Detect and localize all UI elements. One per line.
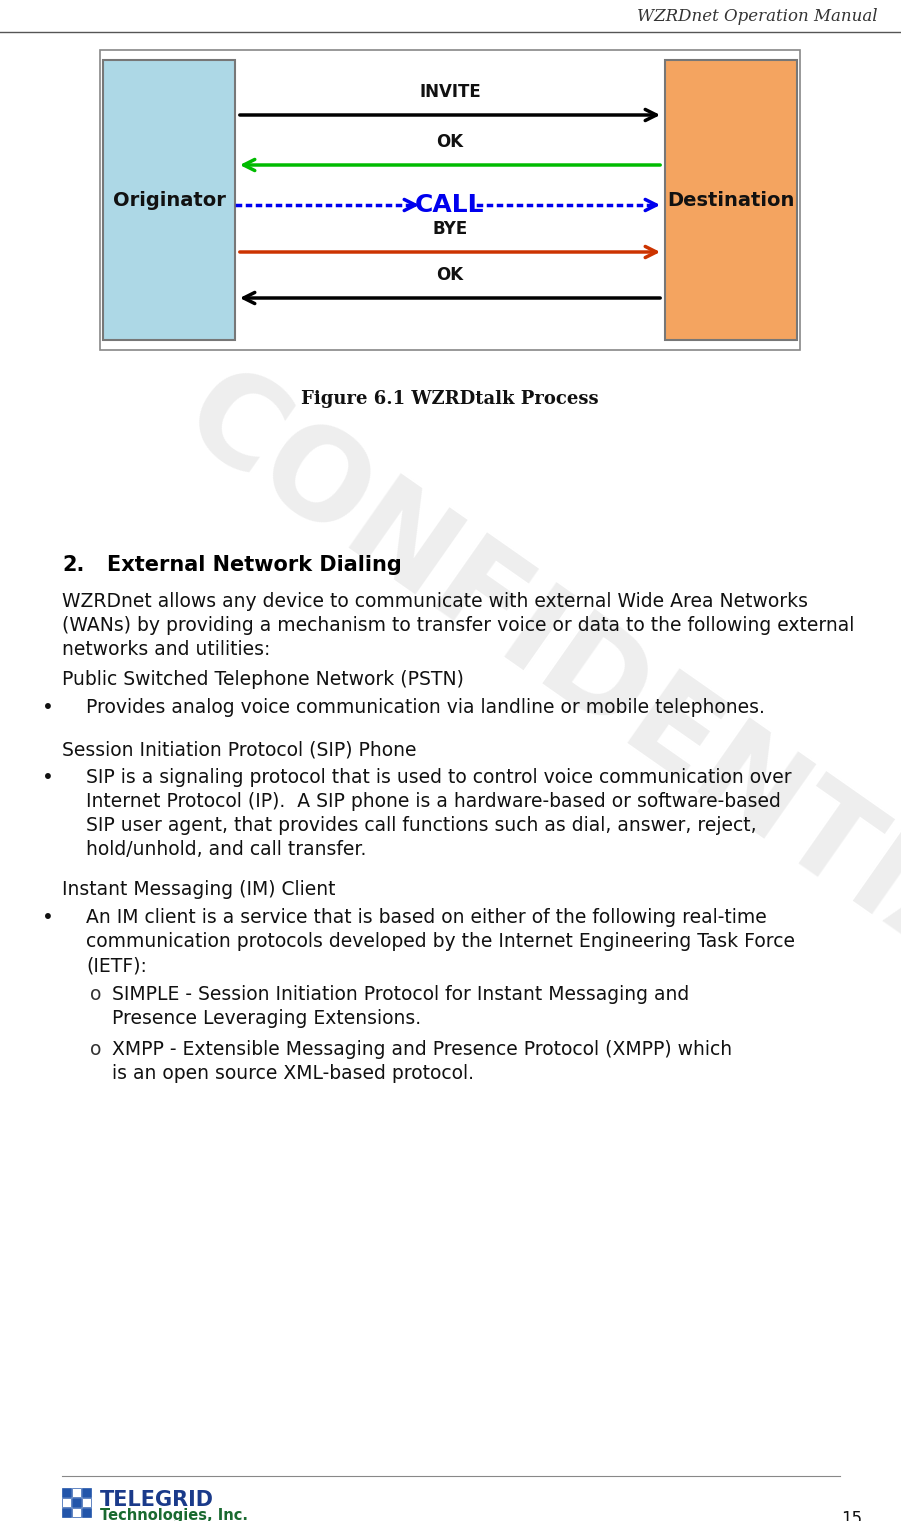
Text: Technologies, Inc.: Technologies, Inc.: [100, 1507, 248, 1521]
Bar: [665, 59, 797, 341]
Text: (WANs) by providing a mechanism to transfer voice or data to the following exter: (WANs) by providing a mechanism to trans…: [62, 616, 854, 634]
Text: OK: OK: [436, 266, 463, 284]
Text: Internet Protocol (IP).  A SIP phone is a hardware-based or software-based: Internet Protocol (IP). A SIP phone is a…: [86, 792, 781, 811]
Text: CONFIDENTIAL: CONFIDENTIAL: [160, 353, 901, 1046]
Text: Instant Messaging (IM) Client: Instant Messaging (IM) Client: [62, 881, 335, 899]
Text: Figure 6.1 WZRDtalk Process: Figure 6.1 WZRDtalk Process: [301, 389, 599, 408]
Text: CALL: CALL: [415, 193, 485, 218]
Text: Originator: Originator: [113, 190, 225, 210]
Bar: [82, 1498, 91, 1507]
Text: 15: 15: [841, 1510, 862, 1521]
Text: o: o: [90, 986, 102, 1004]
Bar: [72, 1507, 81, 1516]
Text: communication protocols developed by the Internet Engineering Task Force: communication protocols developed by the…: [86, 932, 795, 951]
Text: •: •: [42, 768, 54, 786]
Text: OK: OK: [436, 132, 463, 151]
Text: hold/unhold, and call transfer.: hold/unhold, and call transfer.: [86, 840, 367, 859]
Text: XMPP - Extensible Messaging and Presence Protocol (XMPP) which: XMPP - Extensible Messaging and Presence…: [112, 1040, 733, 1059]
Text: WZRDnet allows any device to communicate with external Wide Area Networks: WZRDnet allows any device to communicate…: [62, 592, 808, 611]
Text: TELEGRID: TELEGRID: [100, 1491, 214, 1510]
Text: Destination: Destination: [668, 190, 795, 210]
Text: Presence Leveraging Extensions.: Presence Leveraging Extensions.: [112, 1008, 421, 1028]
Text: 2.: 2.: [62, 555, 85, 575]
Bar: [72, 1488, 81, 1497]
Bar: [62, 1507, 71, 1516]
Text: External Network Dialing: External Network Dialing: [107, 555, 402, 575]
Text: SIP user agent, that provides call functions such as dial, answer, reject,: SIP user agent, that provides call funct…: [86, 815, 757, 835]
Bar: [82, 1507, 91, 1516]
Text: WZRDnet Operation Manual: WZRDnet Operation Manual: [637, 8, 878, 24]
Text: (IETF):: (IETF):: [86, 957, 147, 975]
Text: o: o: [90, 1040, 102, 1059]
Text: •: •: [42, 908, 54, 926]
Text: is an open source XML-based protocol.: is an open source XML-based protocol.: [112, 1065, 474, 1083]
Text: An IM client is a service that is based on either of the following real-time: An IM client is a service that is based …: [86, 908, 767, 926]
Text: Provides analog voice communication via landline or mobile telephones.: Provides analog voice communication via …: [86, 698, 765, 716]
Text: SIMPLE - Session Initiation Protocol for Instant Messaging and: SIMPLE - Session Initiation Protocol for…: [112, 986, 689, 1004]
Text: Public Switched Telephone Network (PSTN): Public Switched Telephone Network (PSTN): [62, 669, 464, 689]
Text: Session Initiation Protocol (SIP) Phone: Session Initiation Protocol (SIP) Phone: [62, 741, 416, 759]
Text: networks and utilities:: networks and utilities:: [62, 640, 270, 659]
Bar: [72, 1498, 81, 1507]
Bar: [100, 50, 800, 350]
Bar: [82, 1488, 91, 1497]
Bar: [62, 1498, 71, 1507]
Text: INVITE: INVITE: [419, 84, 481, 100]
Text: SIP is a signaling protocol that is used to control voice communication over: SIP is a signaling protocol that is used…: [86, 768, 792, 786]
Text: BYE: BYE: [432, 221, 468, 237]
Text: •: •: [42, 698, 54, 716]
Bar: [103, 59, 235, 341]
Bar: [62, 1488, 71, 1497]
